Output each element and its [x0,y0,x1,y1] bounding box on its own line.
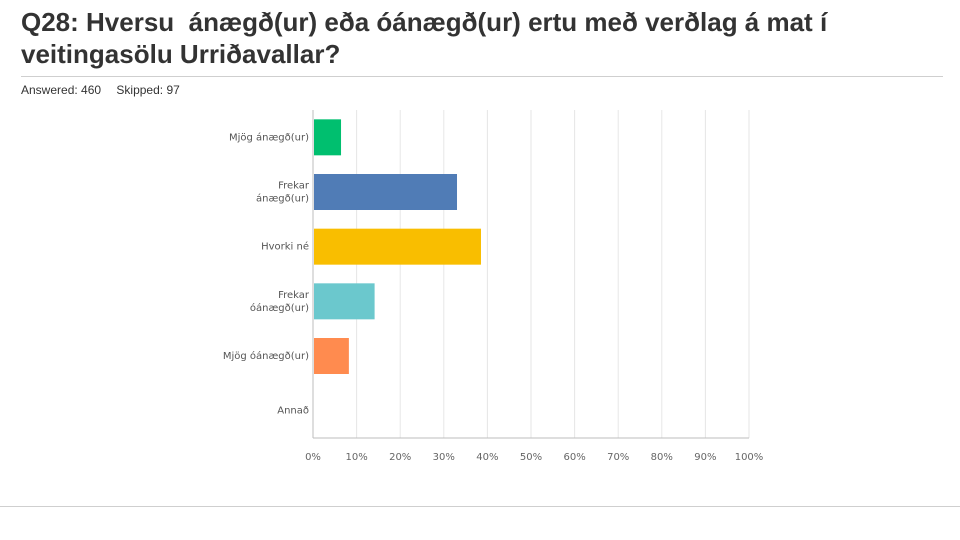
bar [314,119,342,156]
footer-divider [0,506,960,507]
category-label: Annað [277,406,309,417]
x-tick-label: 70% [607,452,629,463]
title-divider [21,76,943,77]
x-tick-label: 80% [651,452,673,463]
x-tick-label: 100% [735,452,764,463]
x-tick-label: 20% [389,452,411,463]
answered-count: Answered: 460 [21,83,102,97]
category-label: Mjög óánægð(ur) [223,350,309,362]
category-label: Mjög ánægð(ur) [229,131,309,143]
x-tick-label: 10% [345,452,367,463]
bar [314,283,375,320]
x-tick-label: 60% [563,452,585,463]
category-label: Hvorki né [261,241,309,253]
bar [314,338,349,374]
x-tick-label: 90% [694,452,716,463]
question-title: Q28: Hversu ánægð(ur) eða óánægð(ur) ert… [21,7,835,69]
response-stats: Answered: 460 Skipped: 97 [21,83,192,97]
x-tick-label: 30% [433,452,455,463]
category-label: Frekar ánægð(ur) [256,181,310,205]
x-tick-label: 0% [305,452,321,463]
bar-chart: Mjög ánægð(ur) Frekar ánægð(ur) Hvorki né Fr… [223,110,764,463]
x-tick-label: 50% [520,452,542,463]
x-tick-label: 40% [476,452,498,463]
bar [314,228,481,265]
category-label: Frekar óánægð(ur) [250,290,310,314]
bar [314,174,458,210]
skipped-count: Skipped: 97 [116,83,180,97]
